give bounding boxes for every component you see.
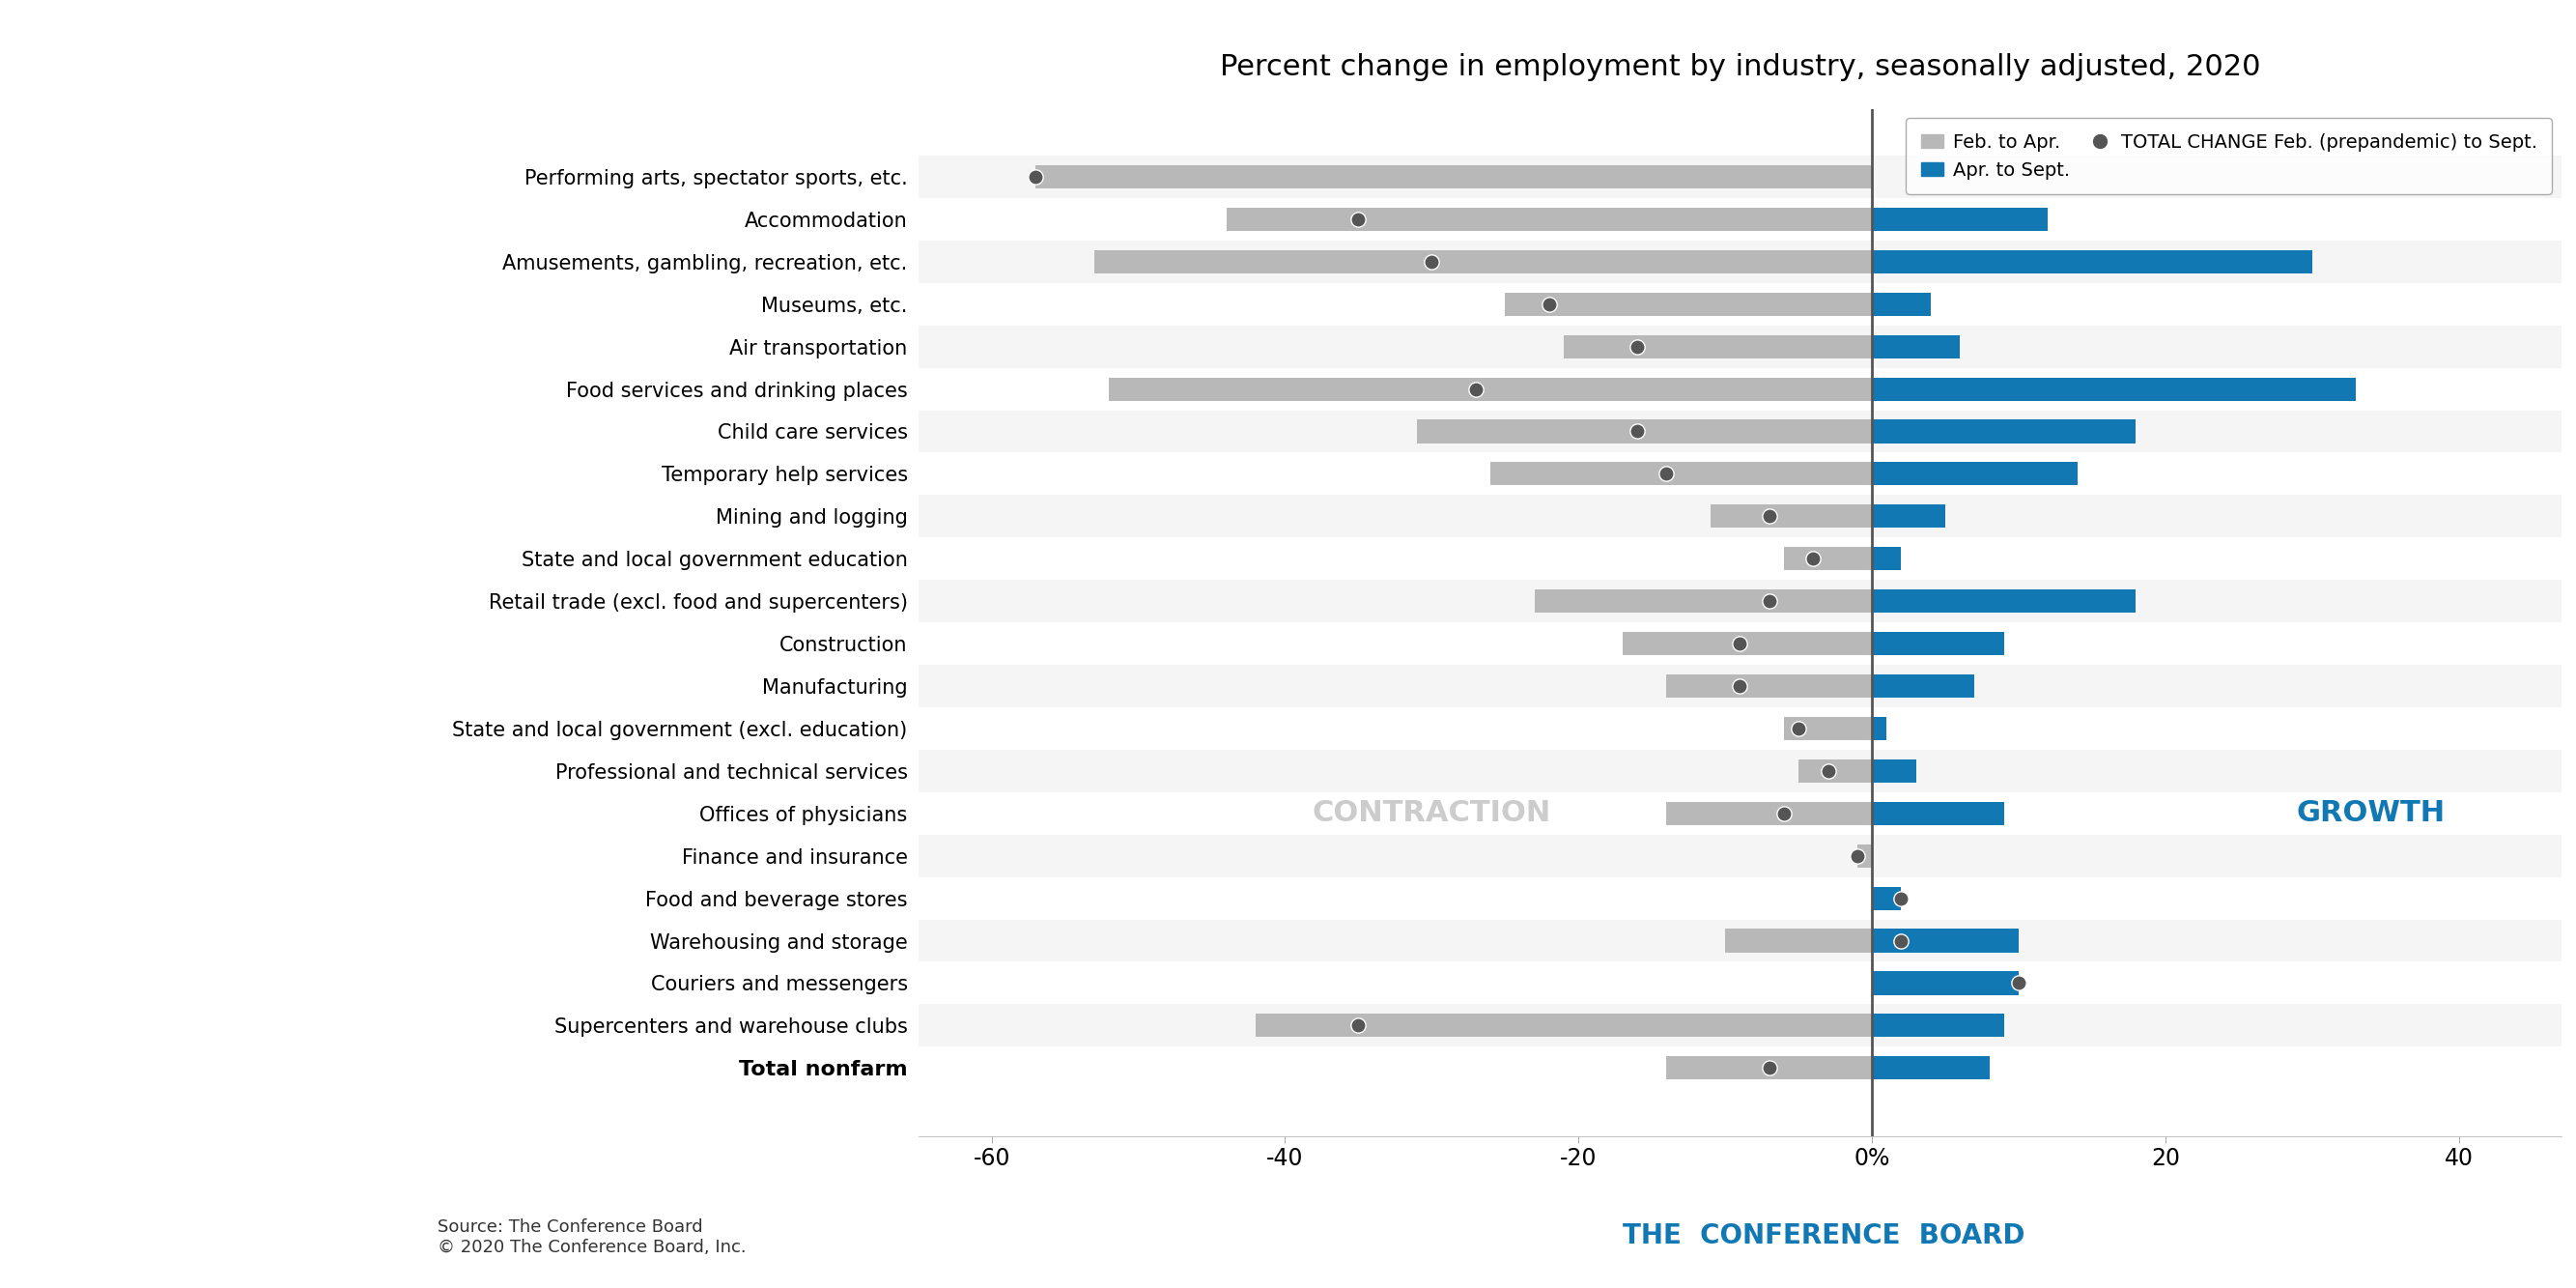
Bar [1798,759,1873,783]
Bar [1255,1014,1873,1037]
Bar [1873,1056,1989,1079]
Bar [1535,590,1873,613]
Bar [917,877,2561,920]
Bar [1492,462,1873,486]
Bar [1873,547,1901,571]
Bar [1873,1014,2004,1037]
Bar [1873,801,2004,826]
Bar [1417,420,1873,443]
Bar [1873,717,1886,741]
Bar [917,580,2561,622]
Text: THE  CONFERENCE  BOARD: THE CONFERENCE BOARD [1623,1222,2025,1249]
Bar [917,750,2561,792]
Bar [1873,505,1945,528]
Legend: Feb. to Apr., Apr. to Sept., TOTAL CHANGE Feb. (prepandemic) to Sept.: Feb. to Apr., Apr. to Sept., TOTAL CHANG… [1906,118,2553,194]
Bar [917,920,2561,962]
Bar [917,835,2561,877]
Bar [1873,886,1901,909]
Bar [917,1005,2561,1047]
Bar [1667,1056,1873,1079]
Bar [1785,547,1873,571]
Bar [1857,844,1873,867]
Bar [917,283,2561,326]
Bar [917,368,2561,410]
Bar [1873,759,1917,783]
Bar [917,665,2561,707]
Bar [1095,250,1873,273]
Bar [1873,420,2136,443]
Bar [917,410,2561,452]
Bar [1710,505,1873,528]
Bar [1667,801,1873,826]
Bar [1110,377,1873,401]
Bar [917,326,2561,368]
Bar [1785,717,1873,741]
Text: CONTRACTION: CONTRACTION [1311,800,1551,827]
Bar [1873,250,2313,273]
Bar [1226,207,1873,231]
Bar [1504,292,1873,316]
Bar [917,707,2561,750]
Bar [1873,632,2004,656]
Bar [917,198,2561,241]
Bar [1873,377,2357,401]
Bar [917,452,2561,495]
Bar [917,156,2561,198]
Bar [1873,335,1960,358]
Bar [917,622,2561,665]
Bar [1726,929,1873,952]
Bar [1667,675,1873,698]
Bar [1564,335,1873,358]
Text: GROWTH: GROWTH [2295,800,2445,827]
Bar [917,962,2561,1005]
Bar [1873,590,2136,613]
Bar [1873,971,2020,994]
Bar [917,792,2561,835]
Bar [917,241,2561,283]
Bar [1873,462,2076,486]
Bar [1873,207,2048,231]
Bar [917,1047,2561,1090]
Bar [1873,675,1976,698]
Bar [917,537,2561,580]
Bar [917,495,2561,537]
Bar [1873,929,2020,952]
Title: Percent change in employment by industry, seasonally adjusted, 2020: Percent change in employment by industry… [1218,53,2259,81]
Bar [1623,632,1873,656]
Bar [1036,165,1873,188]
Bar [1873,292,1929,316]
Text: Source: The Conference Board
© 2020 The Conference Board, Inc.: Source: The Conference Board © 2020 The … [438,1218,747,1256]
